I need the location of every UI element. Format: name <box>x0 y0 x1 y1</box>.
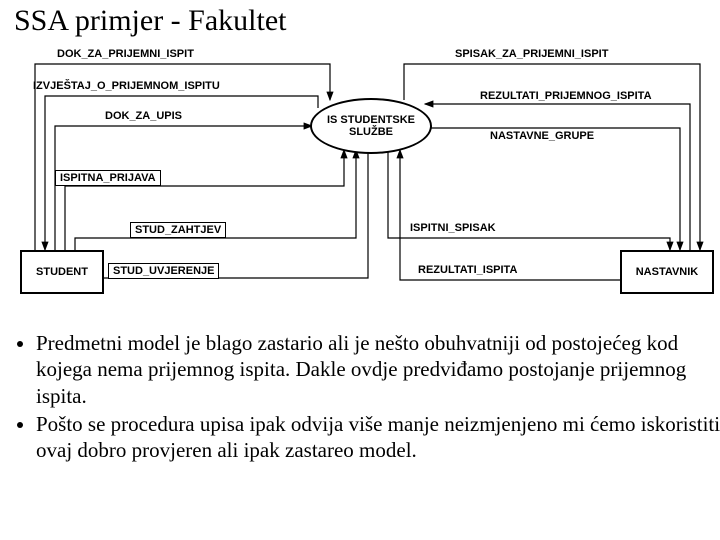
process-label: IS STUDENTSKE SLUŽBE <box>312 114 430 138</box>
process-node: IS STUDENTSKE SLUŽBE <box>310 98 432 154</box>
label-stud-zahtjev: STUD_ZAHTJEV <box>130 222 226 238</box>
entity-nastavnik-label: NASTAVNIK <box>636 266 699 278</box>
bullet-1: Predmetni model je blago zastario ali je… <box>36 330 720 409</box>
label-spisak-prijemni: SPISAK_ZA_PRIJEMNI_ISPIT <box>455 48 608 60</box>
label-ispitni-spisak: ISPITNI_SPISAK <box>410 222 496 234</box>
bullet-list: Predmetni model je blago zastario ali je… <box>8 330 720 465</box>
entity-student: STUDENT <box>20 250 104 294</box>
page-title: SSA primjer - Fakultet <box>14 4 287 38</box>
label-dok-prijemni: DOK_ZA_PRIJEMNI_ISPIT <box>57 48 194 60</box>
label-stud-uvjerenje: STUD_UVJERENJE <box>108 263 219 279</box>
label-nastavne-grupe: NASTAVNE_GRUPE <box>490 130 594 142</box>
label-rezultati-ispita: REZULTATI_ISPITA <box>418 264 517 276</box>
entity-nastavnik: NASTAVNIK <box>620 250 714 294</box>
label-dok-upis: DOK_ZA_UPIS <box>105 110 182 122</box>
label-ispitna-prijava: ISPITNA_PRIJAVA <box>55 170 161 186</box>
label-izvjestaj: IZVJEŠTAJ_O_PRIJEMNOM_ISPITU <box>33 80 220 92</box>
bullet-2: Pošto se procedura upisa ipak odvija viš… <box>36 411 720 464</box>
entity-student-label: STUDENT <box>36 266 88 278</box>
label-rezultati-prijemnog: REZULTATI_PRIJEMNOG_ISPITA <box>480 90 652 102</box>
